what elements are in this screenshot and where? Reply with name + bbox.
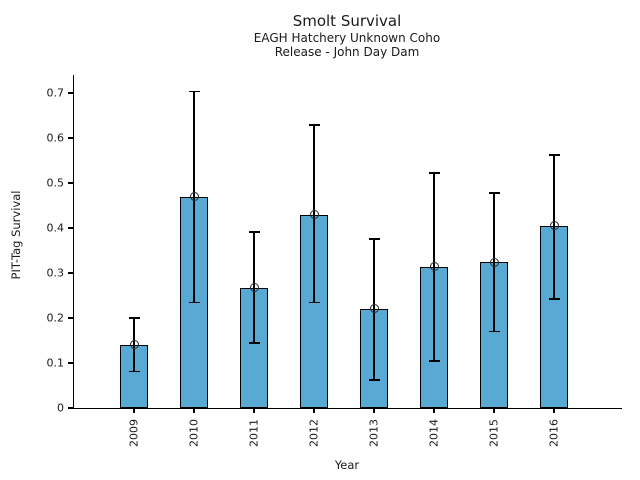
- x-tick-label-2013: 2013: [367, 419, 381, 447]
- y-tick-label: 0.4: [46, 221, 65, 235]
- bar-2012: [300, 214, 328, 408]
- x-tick-label-2015: 2015: [487, 419, 501, 447]
- error-cap-bottom-2013: [368, 379, 380, 381]
- y-tick-label: 0.5: [46, 176, 65, 190]
- x-axis-tick: [193, 408, 195, 413]
- point-marker-2016: [549, 221, 559, 231]
- y-axis-title: PIT-Tag Survival: [9, 190, 23, 280]
- x-axis-tick: [133, 408, 135, 413]
- y-axis-tick: [68, 227, 74, 229]
- x-axis-tick: [253, 408, 255, 413]
- error-cap-bottom-2015: [488, 330, 500, 333]
- x-axis-tick: [313, 408, 315, 413]
- x-tick-label-2014: 2014: [427, 419, 441, 447]
- y-tick-label: 0.6: [46, 131, 65, 145]
- y-tick-label: 0.1: [46, 356, 65, 370]
- y-tick-label: 0: [57, 401, 64, 415]
- point-marker-2011: [249, 283, 259, 293]
- error-cap-bottom-2014: [428, 360, 440, 362]
- error-cap-bottom-2010: [188, 301, 200, 304]
- point-marker-2012: [309, 210, 319, 219]
- y-tick-label: 0.7: [46, 86, 65, 100]
- point-marker-2013: [369, 304, 379, 314]
- title-block: Smolt Survival EAGH Hatchery Unknown Coh…: [73, 12, 621, 59]
- x-tick-label-2010: 2010: [187, 419, 201, 447]
- error-cap-top-2014: [428, 172, 440, 174]
- chart-title: Smolt Survival: [292, 12, 402, 30]
- chart-subtitle-line2: Release - John Day Dam: [274, 45, 420, 59]
- x-tick-label-2012: 2012: [307, 419, 321, 447]
- y-axis-tick: [68, 362, 74, 364]
- y-axis-tick: [68, 92, 74, 94]
- point-marker-2014: [429, 262, 439, 272]
- error-cap-top-2016: [548, 154, 560, 156]
- x-tick-label-2009: 2009: [127, 419, 141, 447]
- error-cap-bottom-2012: [308, 301, 320, 304]
- error-cap-top-2009: [128, 317, 140, 319]
- error-cap-bottom-2009: [128, 370, 140, 373]
- x-tick-label-2016: 2016: [547, 419, 561, 447]
- error-cap-top-2015: [488, 192, 500, 194]
- y-axis-tick: [68, 137, 74, 139]
- error-cap-top-2011: [248, 231, 260, 233]
- point-marker-2015: [489, 257, 499, 267]
- x-tick-label-2011: 2011: [247, 419, 261, 447]
- y-axis-tick: [68, 317, 74, 319]
- y-axis-tick: [68, 272, 74, 274]
- point-marker-2010: [189, 192, 199, 202]
- x-axis-tick: [433, 408, 435, 413]
- x-axis-tick: [553, 408, 555, 413]
- y-tick-label: 0.3: [46, 266, 65, 280]
- y-axis-tick: [68, 182, 74, 184]
- x-axis-tick: [493, 408, 495, 413]
- plot-area: 0 0.1 0.2 0.3 0.4 0.5 0.6 0.7 2009 2010 2011 2012 20…: [47, 75, 622, 447]
- error-cap-bottom-2011: [248, 342, 260, 344]
- error-cap-top-2012: [308, 124, 320, 126]
- x-axis-title: Year: [334, 458, 360, 472]
- y-tick-label: 0.2: [46, 311, 65, 325]
- x-axis-tick: [373, 408, 375, 413]
- error-cap-top-2013: [368, 238, 380, 240]
- point-marker-2009: [129, 340, 139, 350]
- y-axis-tick: [68, 407, 74, 409]
- error-cap-bottom-2016: [548, 298, 560, 300]
- chart-subtitle-line1: EAGH Hatchery Unknown Coho: [253, 31, 441, 45]
- error-cap-top-2010: [188, 90, 200, 93]
